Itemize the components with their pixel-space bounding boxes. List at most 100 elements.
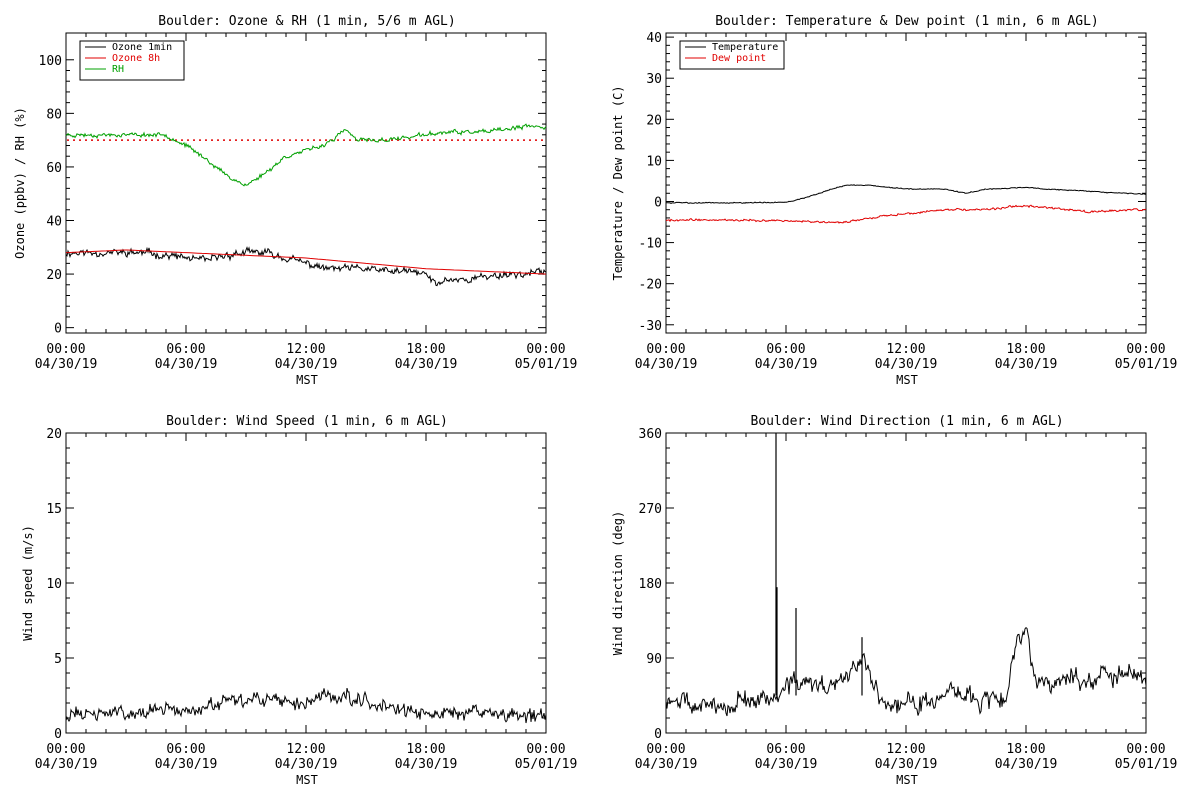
y-tick-label: 360 [639, 427, 662, 442]
y-tick-label: 5 [54, 652, 62, 667]
y-tick-label: 0 [54, 727, 62, 742]
x-tick-label: 00:00 [526, 742, 565, 757]
series-line-ozone-1min [65, 246, 547, 287]
plot-frame [665, 432, 1147, 734]
legend-label: Ozone 1min [112, 42, 172, 53]
axis-ticks: 02040608010000:0004/30/1906:0004/30/1912… [35, 33, 578, 372]
x-tick-label: 18:00 [1006, 742, 1045, 757]
panel-temperature-dewpoint: Boulder: Temperature & Dew point (1 min,… [611, 14, 1177, 387]
x-tick-date-label: 04/30/19 [395, 757, 458, 772]
series-line-rh [65, 123, 547, 187]
series-line-dew-point [665, 204, 1146, 224]
y-tick-label: 15 [46, 502, 62, 517]
y-tick-label: 20 [46, 427, 62, 442]
legend-label: Dew point [712, 53, 766, 64]
data-layer [65, 687, 547, 724]
legend-label: RH [112, 64, 124, 75]
x-tick-label: 00:00 [46, 342, 85, 357]
x-tick-date-label: 04/30/19 [635, 757, 698, 772]
x-tick-date-label: 04/30/19 [395, 357, 458, 372]
plot-frame [665, 32, 1147, 334]
x-axis-label: MST [896, 773, 918, 787]
y-tick-label: 90 [646, 652, 662, 667]
x-tick-date-label: 04/30/19 [155, 757, 218, 772]
x-tick-label: 06:00 [166, 742, 205, 757]
x-tick-date-label: 04/30/19 [635, 357, 698, 372]
y-tick-label: 40 [646, 31, 662, 46]
x-tick-label: 06:00 [166, 342, 205, 357]
x-tick-label: 12:00 [886, 742, 925, 757]
y-axis-label: Wind speed (m/s) [21, 525, 35, 641]
x-tick-label: 12:00 [286, 742, 325, 757]
chart-title: Boulder: Wind Speed (1 min, 6 m AGL) [166, 414, 448, 429]
y-tick-label: 80 [46, 107, 62, 122]
y-tick-label: 20 [46, 268, 62, 283]
x-tick-date-label: 05/01/19 [515, 757, 578, 772]
y-tick-label: 20 [646, 113, 662, 128]
y-tick-label: 10 [646, 154, 662, 169]
x-tick-date-label: 04/30/19 [155, 357, 218, 372]
y-tick-label: 10 [46, 577, 62, 592]
x-tick-date-label: 05/01/19 [1115, 357, 1178, 372]
series-line-ozone-8h [65, 249, 547, 275]
y-tick-label: 180 [639, 577, 662, 592]
y-axis-label: Wind direction (deg) [611, 511, 625, 656]
legend-label: Temperature [712, 42, 778, 53]
chart-title: Boulder: Ozone & RH (1 min, 5/6 m AGL) [158, 14, 455, 29]
x-tick-date-label: 05/01/19 [515, 357, 578, 372]
x-tick-label: 00:00 [646, 342, 685, 357]
y-axis-label: Ozone (ppbv) / RH (%) [13, 107, 27, 259]
y-tick-label: 60 [46, 161, 62, 176]
x-tick-date-label: 04/30/19 [995, 757, 1058, 772]
x-tick-label: 00:00 [646, 742, 685, 757]
x-tick-label: 00:00 [1126, 742, 1165, 757]
axis-ticks: -30-20-1001020304000:0004/30/1906:0004/3… [635, 31, 1178, 372]
plot-frame [65, 432, 547, 734]
x-axis-label: MST [296, 373, 318, 387]
legend-box [679, 40, 785, 70]
data-layer [665, 184, 1147, 224]
x-tick-date-label: 04/30/19 [995, 357, 1058, 372]
y-tick-label: 0 [654, 195, 662, 210]
x-tick-date-label: 04/30/19 [275, 757, 338, 772]
axis-ticks: 0510152000:0004/30/1906:0004/30/1912:000… [35, 427, 578, 772]
x-tick-label: 06:00 [766, 742, 805, 757]
x-tick-date-label: 04/30/19 [275, 357, 338, 372]
x-tick-date-label: 04/30/19 [755, 757, 818, 772]
x-tick-date-label: 04/30/19 [35, 357, 98, 372]
series-line-data [65, 687, 547, 724]
y-tick-label: 0 [54, 322, 62, 337]
x-tick-date-label: 04/30/19 [875, 757, 938, 772]
y-axis-label: Temperature / Dew point (C) [611, 85, 625, 280]
x-tick-label: 06:00 [766, 342, 805, 357]
chart-title: Boulder: Temperature & Dew point (1 min,… [715, 14, 1099, 29]
y-tick-label: -20 [639, 278, 662, 293]
x-axis-label: MST [296, 773, 318, 787]
x-tick-label: 00:00 [46, 742, 85, 757]
series-line-data [665, 627, 1147, 717]
y-tick-label: 270 [639, 502, 662, 517]
x-tick-label: 00:00 [526, 342, 565, 357]
x-tick-label: 18:00 [406, 342, 445, 357]
legend-label: Ozone 8h [112, 53, 160, 64]
axis-ticks: 09018027036000:0004/30/1906:0004/30/1912… [635, 427, 1178, 772]
x-tick-label: 18:00 [406, 742, 445, 757]
panel-wind-direction: Boulder: Wind Direction (1 min, 6 m AGL)… [611, 414, 1177, 787]
x-axis-label: MST [896, 373, 918, 387]
x-tick-date-label: 04/30/19 [875, 357, 938, 372]
x-tick-date-label: 05/01/19 [1115, 757, 1178, 772]
y-tick-label: 40 [46, 215, 62, 230]
x-tick-label: 18:00 [1006, 342, 1045, 357]
x-tick-date-label: 04/30/19 [755, 357, 818, 372]
y-tick-label: -30 [639, 319, 662, 334]
series-line-temperature [665, 184, 1147, 204]
panel-ozone-rh: Boulder: Ozone & RH (1 min, 5/6 m AGL) 0… [13, 14, 577, 387]
panel-wind-speed: Boulder: Wind Speed (1 min, 6 m AGL) 0 5 1… [21, 414, 577, 787]
y-tick-label: 30 [646, 72, 662, 87]
x-tick-label: 12:00 [886, 342, 925, 357]
y-tick-label: -10 [639, 237, 662, 252]
y-tick-label: 100 [39, 54, 62, 69]
